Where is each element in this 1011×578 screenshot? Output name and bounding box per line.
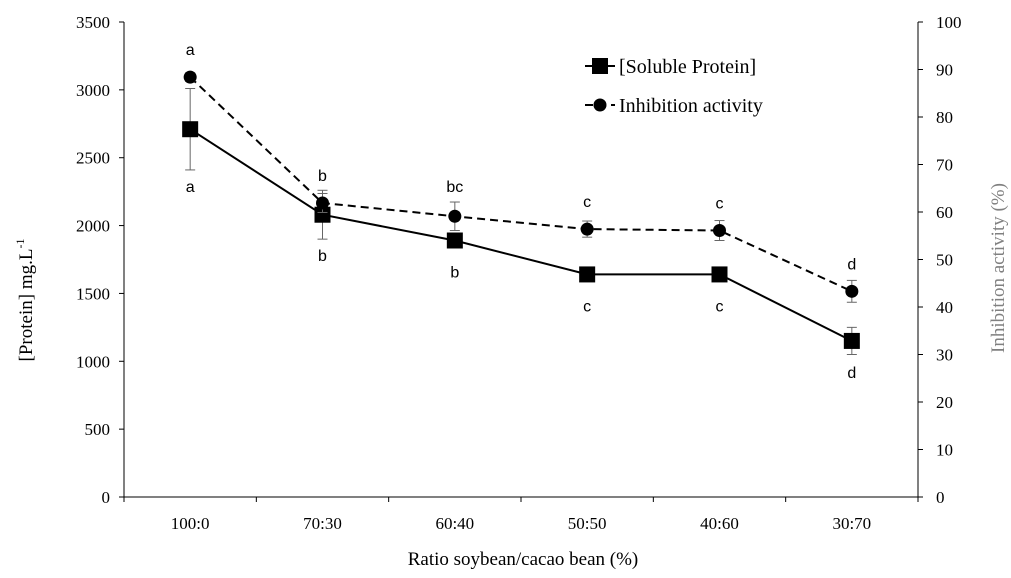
data-point-circle	[713, 224, 726, 238]
x-tick-label: 100:0	[171, 514, 210, 533]
data-point-circle	[580, 222, 594, 236]
y-right-tick-label: 10	[936, 441, 953, 460]
x-axis-label: Ratio soybean/cacao bean (%)	[408, 549, 639, 570]
series-line	[189, 76, 853, 293]
data-point-square	[711, 266, 728, 283]
data-point-square	[314, 206, 331, 223]
y-axis-left-label: [Protein] mg.L-1	[13, 239, 37, 362]
significance-label: bc	[446, 179, 463, 196]
data-point-square	[182, 121, 199, 138]
x-tick-label: 30:70	[832, 514, 871, 533]
y-right-tick-label: 70	[936, 156, 953, 175]
y-axis-left-label-text: [Protein] mg.L	[16, 249, 37, 362]
legend-label: Inhibition activity	[619, 95, 763, 117]
y-left-tick-label: 1000	[76, 352, 110, 371]
y-left-tick-label: 3000	[76, 81, 110, 100]
y-right-tick-label: 90	[936, 61, 953, 80]
legend-marker-square	[592, 58, 608, 74]
significance-label: d	[847, 256, 856, 273]
x-tick-label: 40:60	[700, 514, 739, 533]
significance-label: a	[186, 179, 195, 196]
y-left-tick-label: 1500	[76, 284, 110, 303]
y-right-tick-label: 50	[936, 251, 953, 270]
y-right-tick-label: 100	[936, 13, 962, 32]
data-point-circle	[845, 284, 859, 298]
legend-label: [Soluble Protein]	[619, 56, 756, 78]
data-point-circle	[183, 70, 197, 84]
y-right-tick-label: 60	[936, 203, 953, 222]
series-line	[189, 128, 853, 342]
y-left-tick-label: 2500	[76, 149, 110, 168]
legend-item-inhibition-activity: Inhibition activity	[585, 95, 763, 117]
y-right-tick-label: 20	[936, 393, 953, 412]
x-tick-label: 60:40	[435, 514, 474, 533]
significance-label: b	[318, 248, 327, 265]
significance-label: c	[583, 298, 591, 315]
data-point-square	[446, 232, 463, 249]
significance-label: b	[318, 168, 327, 185]
series-inhibition-activity: a b bc c c d	[183, 42, 859, 303]
y-left-tick-label: 2000	[76, 217, 110, 236]
data-point-circle	[448, 209, 462, 223]
y-axis-left-label-superscript: -1	[13, 239, 27, 249]
y-right-tick-label: 30	[936, 346, 953, 365]
data-point-square	[579, 266, 596, 283]
y-axis-right-label: Inhibition activity (%)	[988, 183, 1009, 353]
legend: [Soluble Protein] Inhibition activity	[585, 56, 763, 117]
y-left-tick-label: 0	[102, 488, 111, 507]
x-tick-label: 70:30	[303, 514, 342, 533]
y-right-tick-label: 0	[936, 488, 945, 507]
significance-label: d	[847, 365, 856, 382]
significance-label: a	[186, 42, 195, 59]
y-right-tick-label: 80	[936, 108, 953, 127]
legend-marker-circle	[593, 98, 607, 112]
axes: 0 500 1000 1500 2000 2500 3000 3500 0 10 20 30 40 50 6…	[76, 13, 962, 533]
data-point-square	[843, 332, 860, 349]
y-left-tick-label: 500	[85, 420, 111, 439]
legend-item-soluble-protein: [Soluble Protein]	[585, 56, 756, 78]
x-tick-label: 50:50	[568, 514, 607, 533]
significance-label: b	[450, 265, 459, 282]
significance-label: c	[716, 298, 724, 315]
y-right-tick-label: 40	[936, 298, 953, 317]
significance-label: c	[583, 194, 591, 211]
y-left-tick-label: 3500	[76, 13, 110, 32]
significance-label: c	[716, 196, 724, 213]
data-point-circle	[316, 196, 329, 210]
